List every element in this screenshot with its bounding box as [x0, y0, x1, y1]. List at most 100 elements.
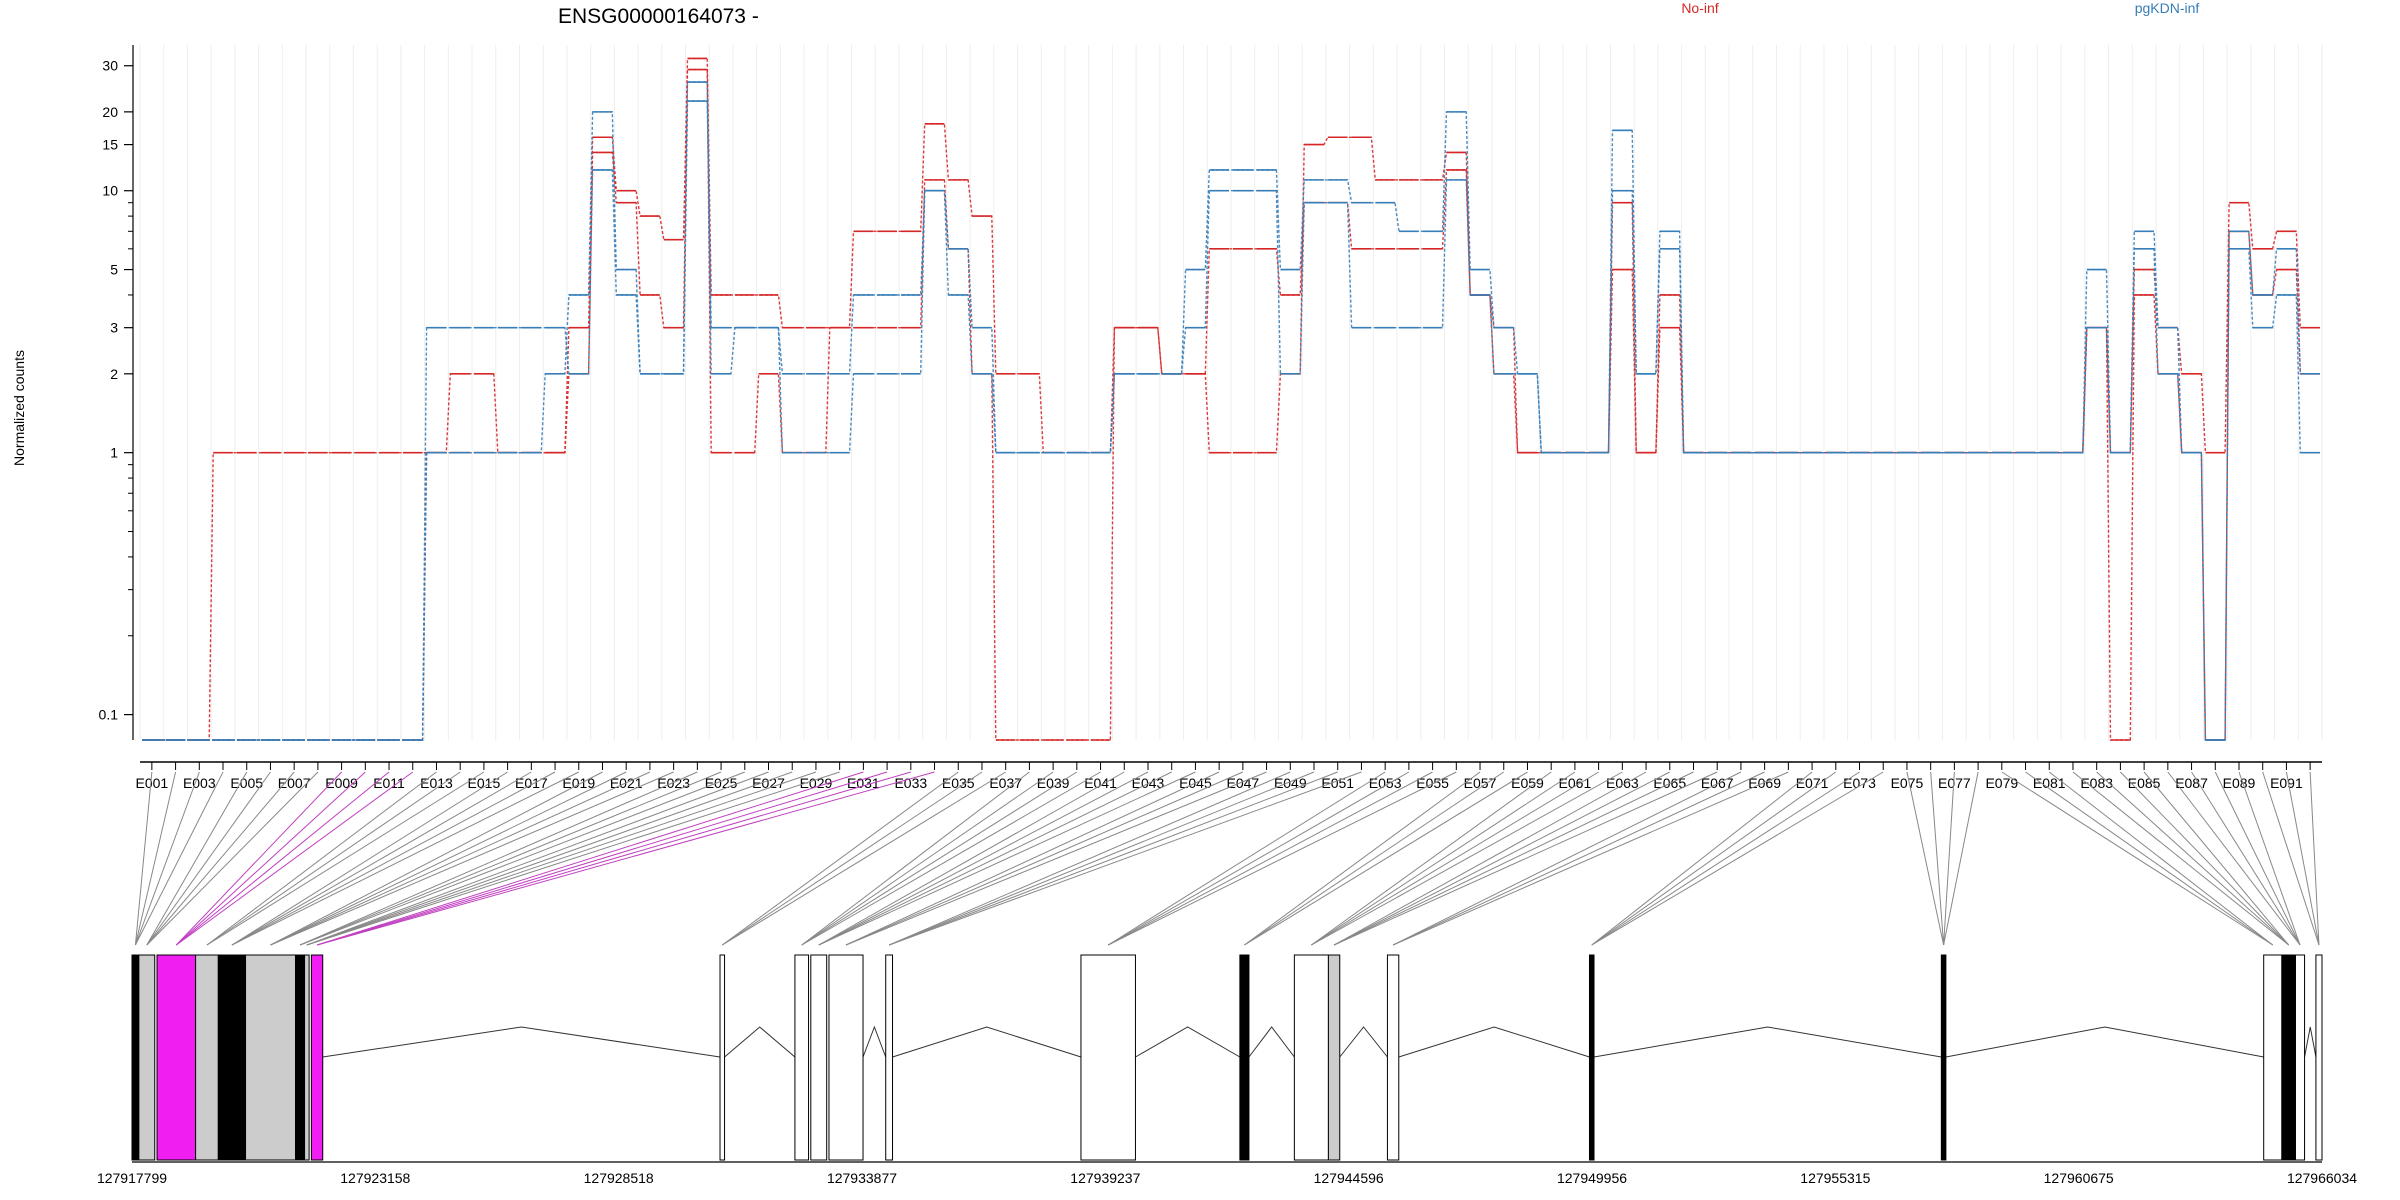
exon-block — [2263, 954, 2283, 1161]
exon-connector — [818, 771, 1125, 946]
legend-label-pgkdn-inf: pgKDN-inf — [2135, 0, 2200, 16]
intron-line — [1135, 1026, 1241, 1058]
exon-connector — [134, 771, 200, 946]
exon-connector — [1244, 771, 1505, 946]
exon-connector — [306, 771, 817, 946]
intron-line — [724, 1026, 796, 1058]
y-tick-label: 0.1 — [99, 707, 119, 723]
exon-connector — [1311, 771, 1552, 946]
exon-connector — [206, 771, 485, 946]
exon-connector — [801, 771, 1101, 946]
exon-connector — [1311, 771, 1599, 946]
exon-connector — [1333, 771, 1671, 946]
exon-connector — [2191, 771, 2301, 946]
exon-connector — [175, 771, 390, 946]
y-tick-label: 3 — [110, 320, 118, 336]
y-tick-label: 5 — [110, 262, 118, 278]
exon-connector — [270, 771, 651, 946]
exon-connector — [146, 771, 295, 946]
series-line-1 — [142, 68, 2320, 741]
exon-block — [304, 954, 310, 1161]
exon-block — [1386, 954, 1400, 1161]
exon-tick-label: E041 — [1084, 775, 1117, 791]
intron-line — [1339, 1026, 1388, 1058]
exon-tick-label: E035 — [942, 775, 975, 791]
exon-tick-label: E067 — [1701, 775, 1734, 791]
exon-block — [1588, 954, 1595, 1161]
gridlines — [139, 45, 2323, 740]
exon-connector — [316, 771, 935, 946]
exon-connector — [2048, 771, 2274, 946]
exon-tick-label: E039 — [1037, 775, 1070, 791]
exon-tick-label: E029 — [800, 775, 833, 791]
exon-connector — [818, 771, 1149, 946]
exon-connector — [231, 771, 579, 946]
exon-connector — [299, 771, 722, 946]
exon-connector — [146, 771, 248, 946]
exon-connector — [722, 771, 1006, 946]
exon-tick-label: E019 — [562, 775, 595, 791]
exon-connector — [134, 771, 153, 946]
exon-connector — [206, 771, 437, 946]
y-tick-label: 2 — [110, 366, 118, 382]
y-axis: 0.1 1 2 3 5 10 15 20 30 — [99, 45, 134, 740]
exon-connector — [299, 771, 698, 946]
intron-line — [1593, 1026, 1942, 1058]
exon-connector — [306, 771, 840, 946]
exon-connector — [1244, 771, 1528, 946]
genomic-tick-label: 127949956 — [1557, 1170, 1627, 1186]
exon-connector — [2309, 771, 2320, 946]
exon-block — [828, 954, 864, 1161]
exon-connector — [845, 771, 1220, 946]
exon-tick-label: E009 — [325, 775, 358, 791]
exon-connector — [306, 771, 793, 946]
exon-connector — [2214, 771, 2301, 946]
genomic-axis: 127917799 127923158 127928518 127933877 1279… — [97, 1161, 2357, 1186]
exon-connector — [231, 771, 532, 946]
exon-block — [885, 954, 894, 1161]
exon-connector — [1392, 771, 1789, 946]
exon-connector — [1591, 771, 1837, 946]
exon-connector — [270, 771, 674, 946]
exon-tick-label: E087 — [2175, 775, 2208, 791]
exon-tick-label: E007 — [278, 775, 311, 791]
exon-tick-label: E063 — [1606, 775, 1639, 791]
legend-label-no-inf: No-inf — [1681, 0, 1718, 16]
exon-tick-label: E017 — [515, 775, 548, 791]
exon-block — [245, 954, 296, 1161]
exon-connector — [1392, 771, 1765, 946]
genomic-tick-label: 127923158 — [340, 1170, 410, 1186]
exon-tick-label: E051 — [1321, 775, 1354, 791]
exon-connector — [176, 771, 414, 946]
exon-connector — [175, 771, 342, 946]
exon-connector — [1943, 771, 1979, 946]
exon-connector — [2167, 771, 2301, 946]
exon-connector — [888, 771, 1338, 946]
exon-connector — [299, 771, 745, 946]
exon-block — [294, 954, 306, 1161]
exon-connector — [2120, 771, 2290, 946]
exon-connector — [801, 771, 1054, 946]
intron-line — [1945, 1026, 2264, 1058]
genomic-tick-label: 127933877 — [827, 1170, 897, 1186]
exon-connector — [888, 771, 1291, 946]
exon-tick-label: E031 — [847, 775, 880, 791]
exon-block — [1327, 954, 1341, 1161]
exon-tick-label: E059 — [1511, 775, 1544, 791]
exon-connector — [316, 771, 864, 946]
exon-connector — [1591, 771, 1813, 946]
exon-connector — [231, 771, 556, 946]
exon-tick-label: E077 — [1938, 775, 1971, 791]
exon-connector — [316, 771, 911, 946]
exon-connector — [1333, 771, 1694, 946]
exon-connector — [1311, 771, 1576, 946]
exon-tick-label: E033 — [894, 775, 927, 791]
intron-line — [1248, 1026, 1295, 1058]
exon-tick-label: E053 — [1369, 775, 1402, 791]
exon-connector — [1333, 771, 1718, 946]
exon-connector — [2143, 771, 2290, 946]
exon-block — [1940, 954, 1947, 1161]
exon-tick-label: E075 — [1891, 775, 1924, 791]
exon-connector — [845, 771, 1267, 946]
intron-line — [862, 1025, 887, 1058]
